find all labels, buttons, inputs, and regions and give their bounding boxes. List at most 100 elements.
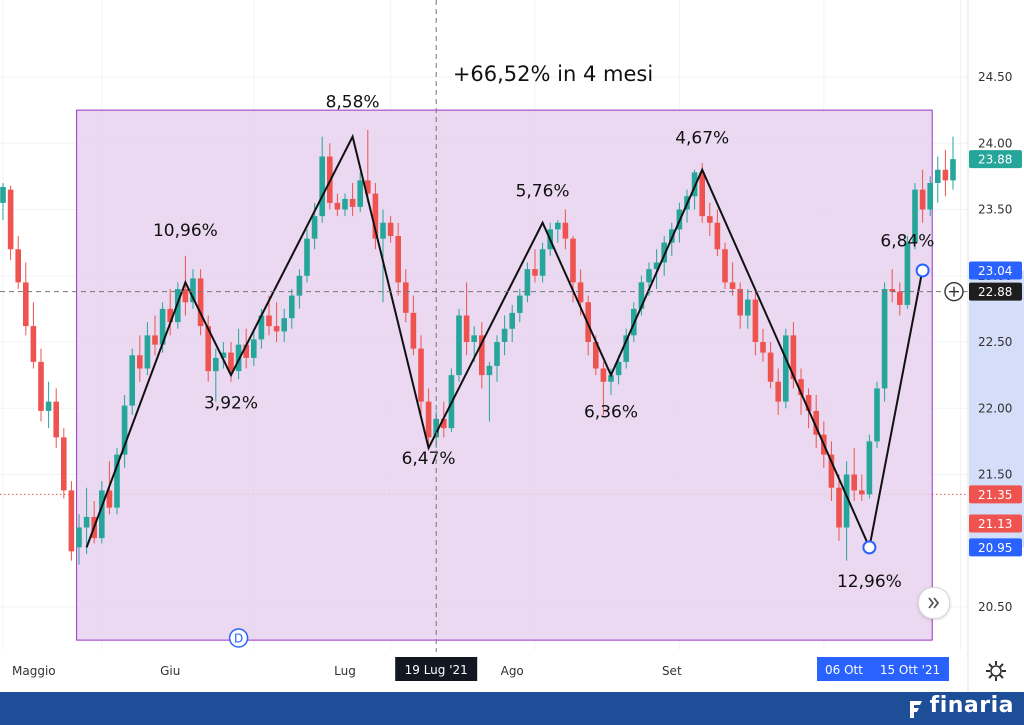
candle-body [433,418,439,438]
candle-body [935,169,941,183]
candle-body [365,180,371,194]
candle-body [456,315,462,376]
candle-body [608,375,614,382]
y-tick-label: 22.00 [978,401,1012,415]
candle-body [593,342,599,369]
candle-body [190,278,196,303]
candle-body [851,474,857,491]
candle-body [403,282,409,313]
candle-body [152,335,158,345]
candle-body [99,490,105,539]
percent-annotation: 5,76% [516,181,570,201]
candle-body [562,222,569,239]
candle-body [349,198,356,207]
candle-body [228,352,234,372]
candle-body [897,291,903,305]
candle-body [843,474,850,528]
candle-body [912,189,918,243]
candle-body [509,312,515,329]
candle-body [106,490,113,508]
candle-body [859,490,865,495]
scroll-to-realtime-button[interactable] [918,587,950,619]
percent-annotation: 4,67% [675,128,729,148]
candle-body [866,441,873,495]
x-tick-label: Set [662,664,682,678]
candle-body [68,490,75,552]
candle-body [828,454,835,488]
price-label-text: 23.88 [978,153,1012,167]
candle-body [83,516,90,528]
price-label-tag [969,514,1022,533]
candle-body [387,222,394,236]
candle-body [494,342,500,366]
candle-body [714,222,721,250]
candle-body [235,344,242,372]
candle-body [266,315,272,327]
candle-body [517,295,523,313]
candle-body [942,169,949,181]
headline: +66,52% in 4 mesi [453,62,653,86]
candle-body [121,405,128,455]
candle-body [137,355,143,369]
y-axis: 24.5024.0023.5023.0022.5022.0021.5020.50… [969,70,1024,614]
brand-logo: finaria [909,693,1014,718]
candle-body [805,395,812,411]
crosshair [0,0,968,652]
candle-body [836,487,842,528]
candle-body [532,269,538,276]
price-label-tag [969,282,1022,301]
candle-body [0,186,6,203]
double-chevron-right-icon [928,597,940,609]
candle-body [790,335,797,380]
candle-body [798,379,804,395]
candle-body [874,388,880,442]
candle-body [380,222,386,239]
price-label-text: 21.35 [978,488,1012,502]
pattern-box [76,109,933,641]
y-tick-label: 20.50 [978,600,1012,614]
candle-body [296,275,303,296]
x-tick-label: Maggio [12,664,56,678]
candle-body [463,315,470,342]
candle-body [441,418,447,429]
candle-body [205,326,211,372]
candle-body [707,216,713,223]
zigzag-line [85,133,924,551]
candle-body [927,183,933,210]
candle-body [304,238,310,276]
brand-name: finaria [929,693,1014,718]
candle-body [372,193,379,239]
dividend-marker-label: D [234,632,243,646]
candle-body [524,269,531,296]
candle-body [615,361,622,376]
candle-body [471,335,477,342]
candle-body [342,198,348,210]
candle-body [653,262,660,270]
y-tick-label: 24.50 [978,70,1012,84]
price-label-text: 22.88 [978,285,1012,299]
candle-body [129,355,135,406]
candle-body [159,308,166,345]
price-label-tag [969,538,1022,557]
y-tick-label: 23.50 [978,203,1012,217]
price-label-tag [969,150,1022,169]
finaria-mark-icon [909,701,922,718]
candle-body [889,289,895,292]
candle-body [570,238,576,283]
y-tick-label: 21.50 [978,468,1012,482]
candle-body [904,242,911,305]
y-tick-label: 24.00 [978,136,1012,150]
candle-body [213,357,219,372]
candle-body [395,236,401,283]
candle-body [30,326,37,362]
candle-body [881,289,888,389]
price-label-tag [969,261,1022,280]
candle-body [661,242,667,263]
candle-body [752,299,759,342]
crosshair-date-label: 19 Lug '21 [405,663,468,677]
footer-bar: finaria [0,692,1024,725]
gear-icon[interactable] [984,659,1008,683]
candle-body [555,222,561,230]
candle-body [775,381,781,402]
